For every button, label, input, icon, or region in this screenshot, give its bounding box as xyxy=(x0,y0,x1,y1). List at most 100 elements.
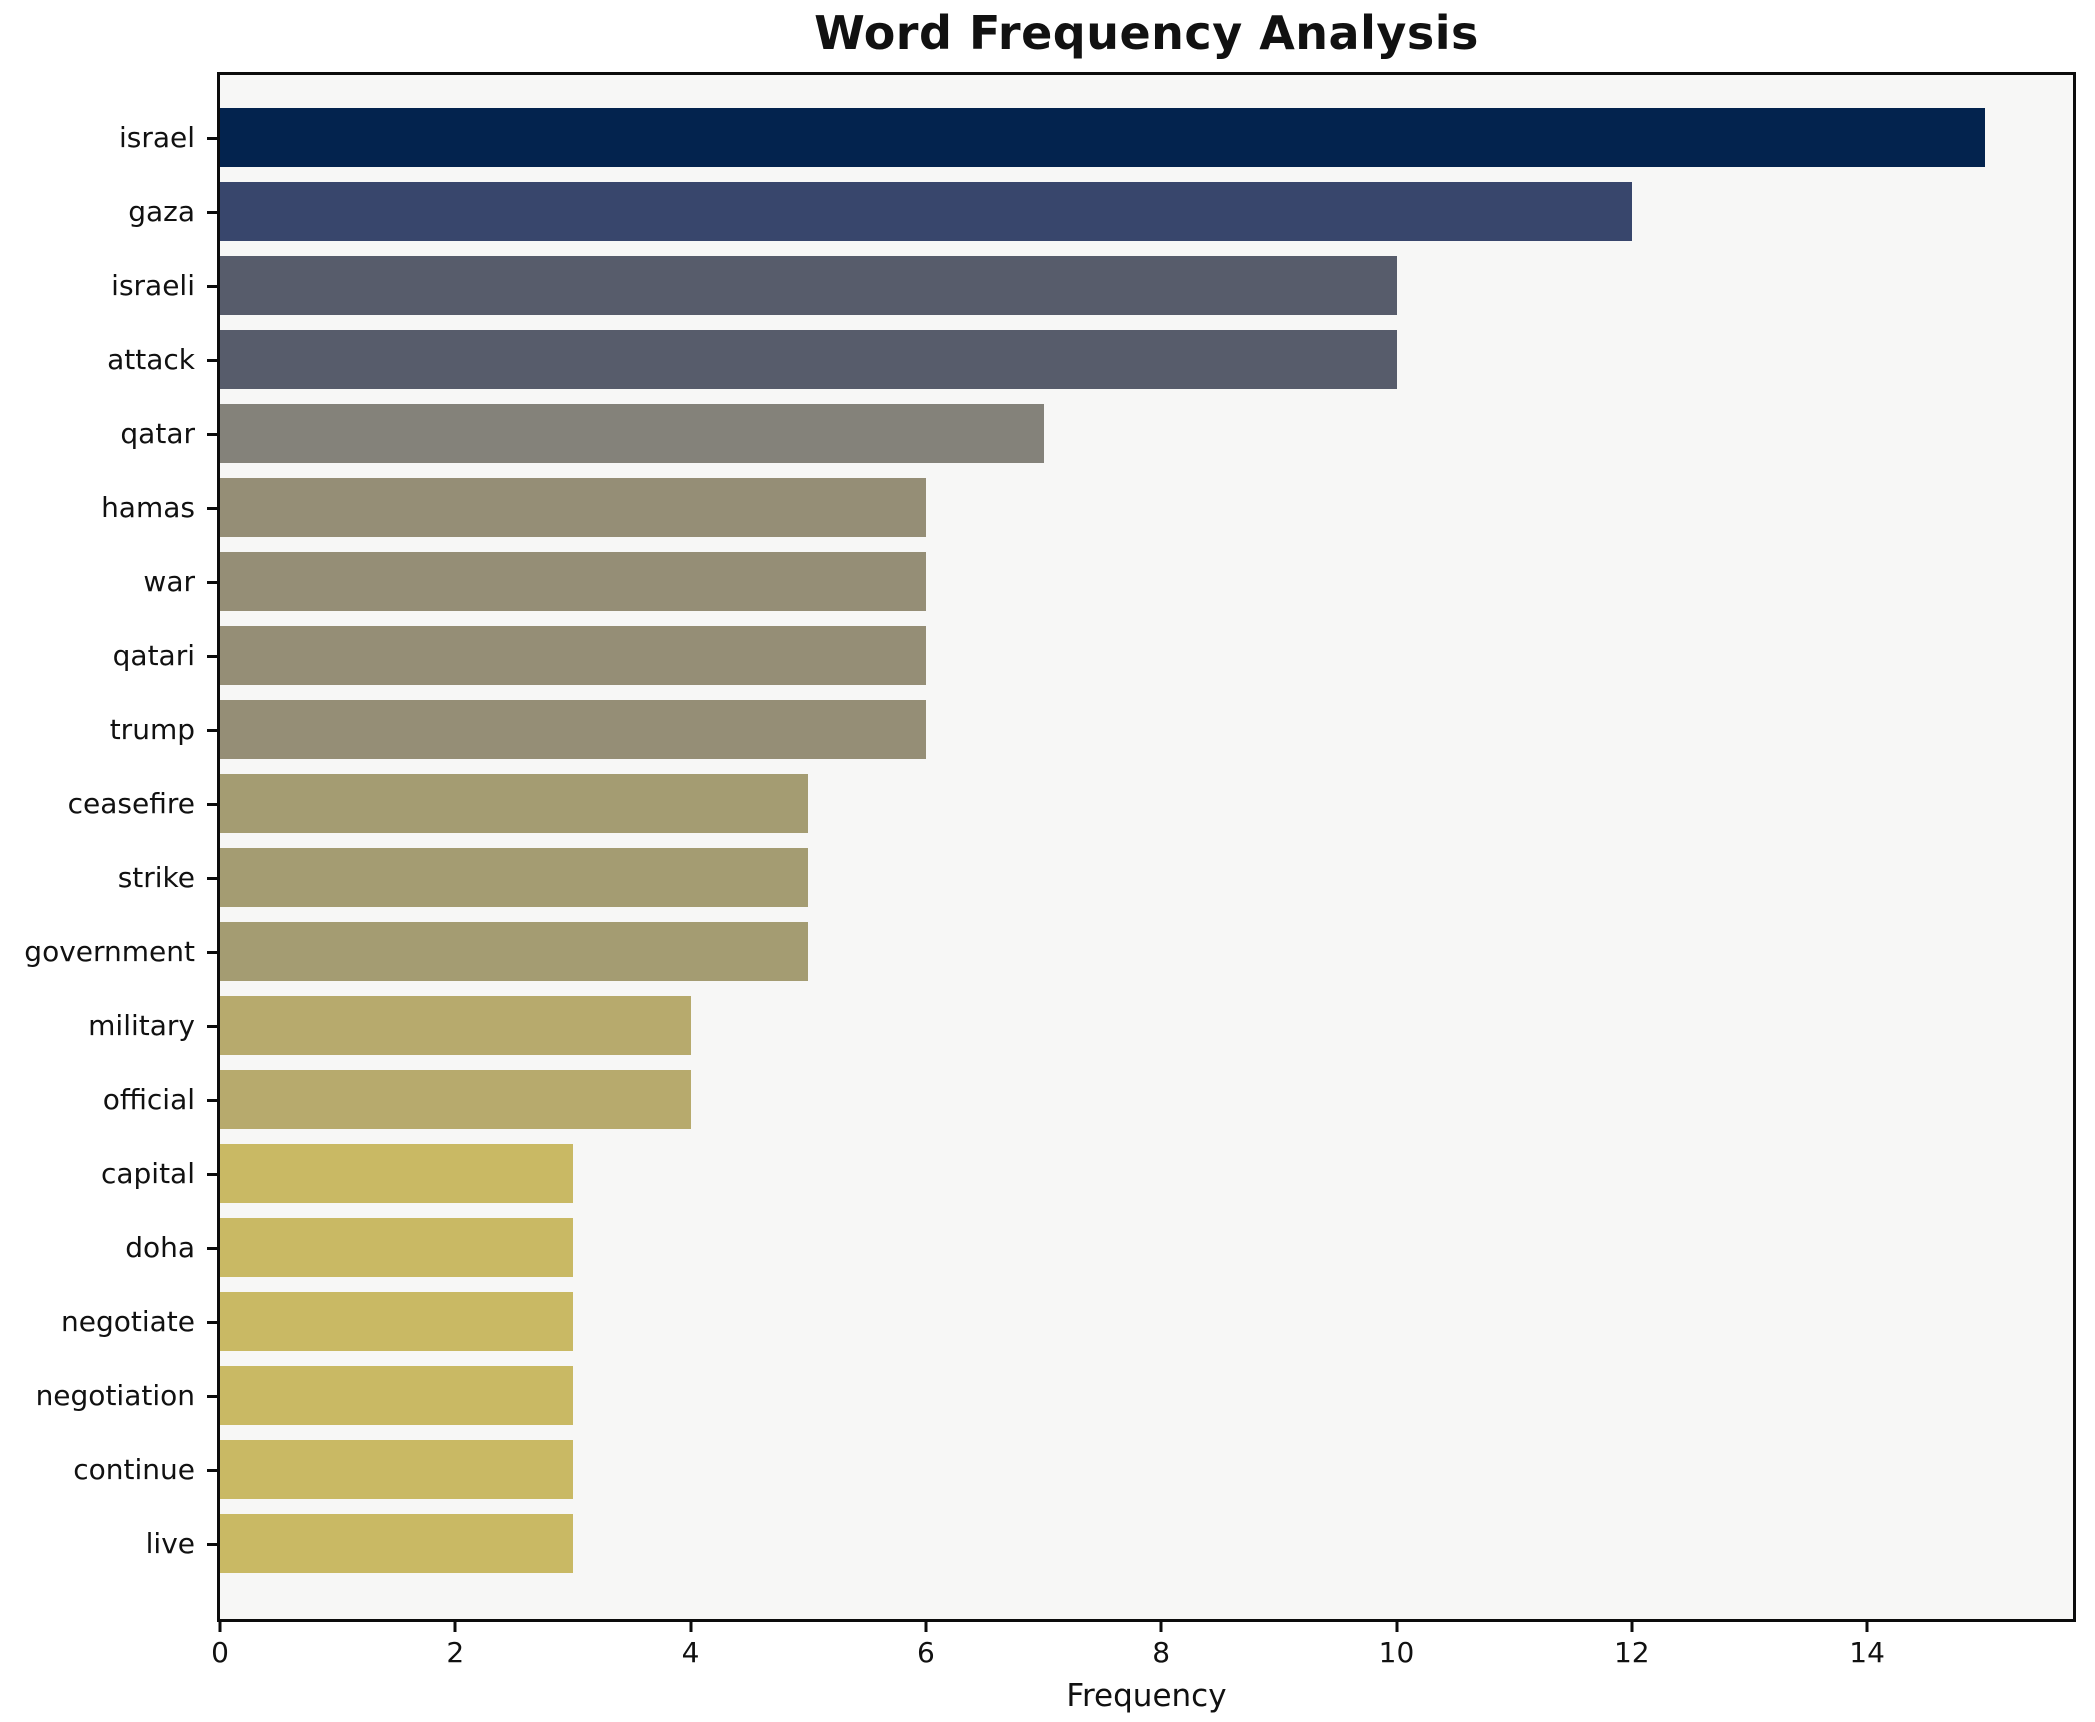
y-tick-mark xyxy=(207,877,217,880)
bar-government xyxy=(220,922,809,981)
x-tick-label-12: 12 xyxy=(1613,1636,1650,1669)
bar-live xyxy=(220,1514,573,1573)
bar-qatari xyxy=(220,626,926,685)
x-tick-label-4: 4 xyxy=(681,1636,700,1669)
bar-row-government: government xyxy=(24,915,2073,989)
y-tick-mark xyxy=(207,1469,217,1472)
bar-row-israel: israel xyxy=(119,101,2073,175)
y-tick-label-negotiate: negotiate xyxy=(61,1305,195,1338)
bar-row-strike: strike xyxy=(118,841,2073,915)
x-axis-label: Frequency xyxy=(1066,1678,1227,1714)
bar-qatar xyxy=(220,404,1044,463)
bar-row-israeli: israeli xyxy=(111,249,2073,323)
bar-row-qatari: qatari xyxy=(113,619,2073,693)
bar-row-hamas: hamas xyxy=(101,471,2073,545)
y-tick-label-live: live xyxy=(145,1527,195,1560)
y-tick-label-doha: doha xyxy=(125,1231,195,1264)
chart-title: Word Frequency Analysis xyxy=(814,6,1479,60)
x-tick-mark xyxy=(218,1622,222,1632)
x-tick-mark xyxy=(453,1622,457,1632)
y-tick-label-war: war xyxy=(143,565,195,598)
x-tick-mark xyxy=(689,1622,693,1632)
y-tick-label-ceasefire: ceasefire xyxy=(67,787,195,820)
y-tick-mark xyxy=(207,285,217,288)
y-tick-label-negotiation: negotiation xyxy=(35,1379,195,1412)
y-tick-label-capital: capital xyxy=(100,1157,195,1190)
bar-israeli xyxy=(220,256,1397,315)
y-tick-label-qatar: qatar xyxy=(120,417,195,450)
y-tick-mark xyxy=(207,655,217,658)
bar-ceasefire xyxy=(220,774,809,833)
bar-row-trump: trump xyxy=(110,693,2073,767)
x-tick-label-6: 6 xyxy=(916,1636,935,1669)
bar-negotiation xyxy=(220,1366,573,1425)
y-tick-label-strike: strike xyxy=(117,861,195,894)
y-tick-label-israel: israel xyxy=(118,121,195,154)
bar-row-negotiate: negotiate xyxy=(61,1285,2073,1359)
y-tick-mark xyxy=(207,729,217,732)
x-tick-label-14: 14 xyxy=(1849,1636,1885,1669)
bar-official xyxy=(220,1070,691,1129)
y-tick-label-trump: trump xyxy=(109,713,195,746)
bar-row-official: official xyxy=(103,1063,2073,1137)
bar-row-capital: capital xyxy=(101,1137,2073,1211)
bar-row-war: war xyxy=(143,545,2073,619)
bar-military xyxy=(220,996,691,1055)
y-tick-mark xyxy=(207,137,217,140)
y-tick-mark xyxy=(207,507,217,510)
y-tick-mark xyxy=(207,581,217,584)
bars-region: israel gaza israeli attack qatar hamas war qata… xyxy=(24,75,2073,1619)
bar-negotiate xyxy=(220,1292,573,1351)
bar-row-attack: attack xyxy=(107,323,2073,397)
y-tick-label-qatari: qatari xyxy=(112,639,195,672)
bar-row-ceasefire: ceasefire xyxy=(68,767,2073,841)
y-tick-mark xyxy=(207,1025,217,1028)
bar-strike xyxy=(220,848,809,907)
y-tick-label-military: military xyxy=(88,1009,195,1042)
bar-doha xyxy=(220,1218,573,1277)
y-tick-label-attack: attack xyxy=(107,343,195,376)
x-tick-mark xyxy=(1865,1622,1869,1632)
y-tick-mark xyxy=(207,433,217,436)
y-tick-label-continue: continue xyxy=(73,1453,195,1486)
bar-hamas xyxy=(220,478,926,537)
bar-row-doha: doha xyxy=(125,1211,2073,1285)
y-tick-mark xyxy=(207,211,217,214)
y-tick-mark xyxy=(207,1099,217,1102)
bar-row-gaza: gaza xyxy=(128,175,2073,249)
y-tick-label-government: government xyxy=(24,935,195,968)
y-tick-mark xyxy=(207,1321,217,1324)
bar-trump xyxy=(220,700,926,759)
y-tick-mark xyxy=(207,1173,217,1176)
y-tick-mark xyxy=(207,1543,217,1546)
bar-war xyxy=(220,552,926,611)
bar-row-negotiation: negotiation xyxy=(36,1359,2073,1433)
plot-area: israel gaza israeli attack qatar hamas war qata… xyxy=(24,72,2076,1667)
y-tick-label-official: official xyxy=(102,1083,195,1116)
x-tick-label-10: 10 xyxy=(1378,1636,1415,1669)
bar-row-qatar: qatar xyxy=(120,397,2073,471)
y-tick-mark xyxy=(207,1395,217,1398)
bar-row-military: military xyxy=(88,989,2073,1063)
x-tick-mark xyxy=(1159,1622,1163,1632)
x-tick-mark xyxy=(1395,1622,1398,1632)
x-tick-mark xyxy=(924,1622,928,1632)
y-tick-mark xyxy=(207,359,217,362)
bar-capital xyxy=(220,1144,573,1203)
bar-attack xyxy=(220,330,1397,389)
y-tick-label-israeli: israeli xyxy=(111,269,195,302)
x-tick-label-2: 2 xyxy=(446,1636,465,1669)
y-tick-mark xyxy=(207,803,217,806)
bar-continue xyxy=(220,1440,573,1499)
bar-israel xyxy=(220,108,1985,167)
y-tick-mark xyxy=(207,1247,217,1250)
bar-row-live: live xyxy=(146,1507,2073,1581)
y-tick-mark xyxy=(207,951,217,954)
y-tick-label-hamas: hamas xyxy=(101,491,195,524)
x-tick-label-8: 8 xyxy=(1152,1636,1171,1669)
y-tick-label-gaza: gaza xyxy=(128,195,195,228)
x-tick-label-0: 0 xyxy=(211,1636,229,1669)
bar-row-continue: continue xyxy=(73,1433,2073,1507)
x-tick-mark xyxy=(1630,1622,1634,1632)
